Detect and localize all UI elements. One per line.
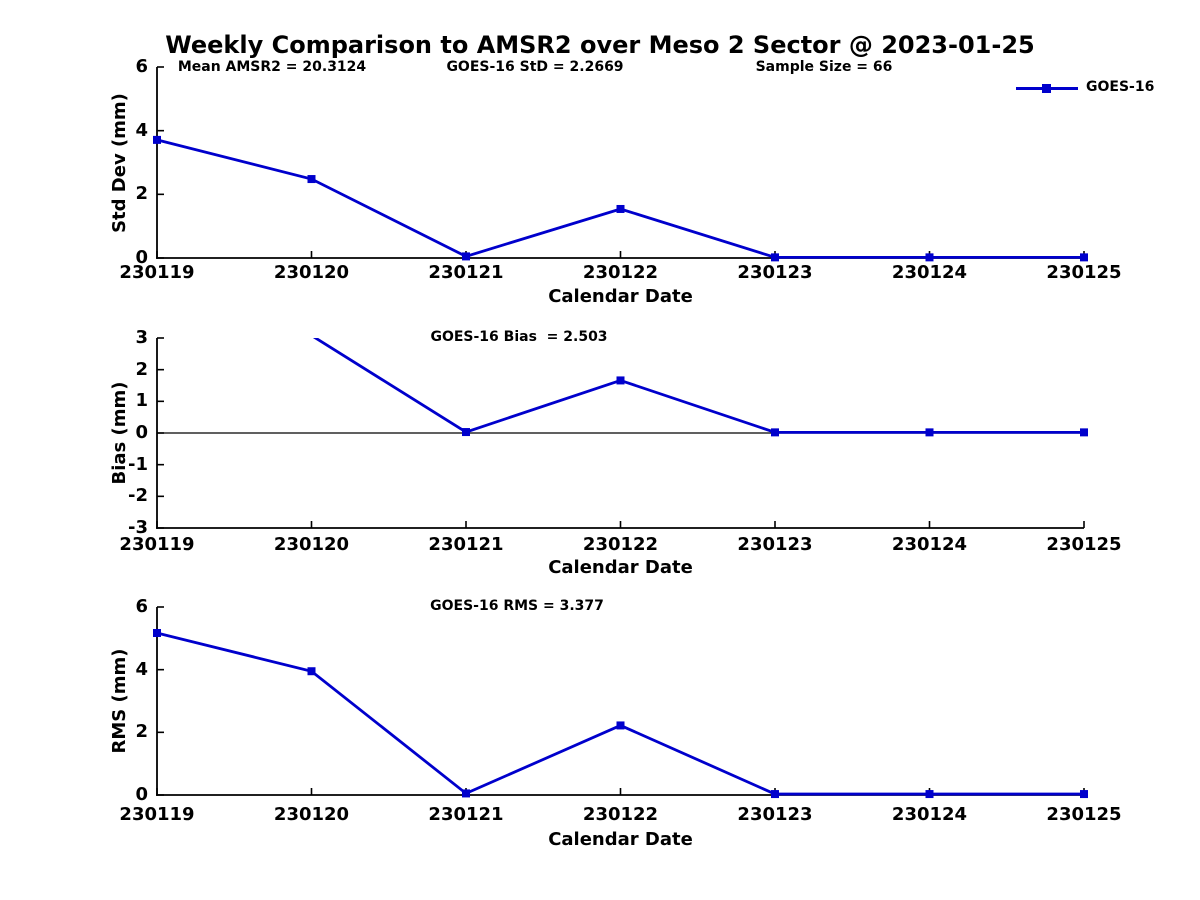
x-tick-label: 230124 [891,804,968,825]
x-tick-label: 230123 [737,534,813,555]
x-tick-label: 230121 [428,804,504,825]
data-point-marker [771,428,779,437]
data-point-marker [771,790,779,799]
x-tick-label: 230119 [119,262,195,283]
x-tick-label: 230120 [273,534,350,555]
x-axis-label-top: Calendar Date [548,286,693,307]
y-tick-label: 1 [135,390,148,412]
x-tick-label: 230124 [891,262,968,283]
data-point-marker [616,721,625,730]
y-tick-label: -2 [128,485,148,507]
legend-marker [1042,83,1051,93]
chart-title: Weekly Comparison to AMSR2 over Meso 2 S… [165,31,1035,59]
x-tick-label: 230119 [119,534,195,555]
y-tick-label: 4 [135,119,148,141]
x-axis-label-middle: Calendar Date [548,557,693,578]
data-point-marker [1080,253,1088,262]
data-point-marker [462,789,470,798]
data-point-marker [771,253,779,262]
annotation-goes-bias: GOES-16 Bias = 2.503 [430,329,608,345]
y-tick-label: 2 [135,183,148,205]
x-tick-label: 230122 [582,534,659,555]
y-tick-label: -1 [128,453,148,475]
y-tick-label: 2 [135,721,148,743]
x-tick-label: 230120 [273,262,350,283]
x-tick-label: 230125 [1046,534,1122,555]
series-line [156,631,1084,796]
series-line [156,138,1084,259]
x-tick-label: 230123 [737,804,813,825]
y-tick-label: 2 [135,358,148,380]
y-tick-label: 0 [135,784,148,805]
y-tick-label: -3 [128,517,148,538]
x-tick-label: 230125 [1046,262,1122,283]
data-point-marker [153,135,161,144]
data-point-marker [307,667,316,676]
x-axis-label-bottom: Calendar Date [548,829,693,850]
y-tick-label: 6 [135,596,148,617]
annotation-goes-std: GOES-16 StD = 2.2669 [446,59,624,75]
data-point-marker [616,204,625,213]
x-tick-label: 230123 [737,262,813,283]
data-point-marker [462,252,470,261]
y-tick-label: 3 [135,327,148,348]
y-tick-label: 6 [135,56,148,77]
data-point-marker [153,629,161,638]
y-tick-label: 0 [135,422,148,443]
x-tick-label: 230120 [273,804,350,825]
series-line [312,338,1084,434]
legend-label: GOES-16 [1086,79,1155,95]
x-tick-label: 230121 [428,262,504,283]
data-point-marker [616,376,625,385]
x-tick-label: 230124 [891,534,968,555]
x-tick-label: 230122 [582,804,659,825]
x-tick-label: 230125 [1046,804,1122,825]
legend: GOES-16 [1012,76,1172,100]
y-tick-label: 4 [135,658,148,680]
x-tick-label: 230119 [119,804,195,825]
data-point-marker [925,428,934,437]
annotation-sample-size: Sample Size = 66 [755,59,893,75]
data-point-marker [1080,790,1088,799]
data-point-marker [925,790,934,799]
y-axis-label-rms: RMS (mm) [109,648,130,754]
data-point-marker [1080,428,1088,437]
annotation-mean-amsr2: Mean AMSR2 = 20.3124 [177,59,367,75]
data-point-marker [462,428,470,437]
x-tick-label: 230122 [582,262,659,283]
data-point-marker [925,253,934,262]
annotation-goes-rms: GOES-16 RMS = 3.377 [430,598,604,614]
y-axis-label-stddev: Std Dev (mm) [109,93,130,233]
y-tick-label: 0 [135,247,148,268]
data-point-marker [307,175,316,184]
x-tick-label: 230121 [428,534,504,555]
